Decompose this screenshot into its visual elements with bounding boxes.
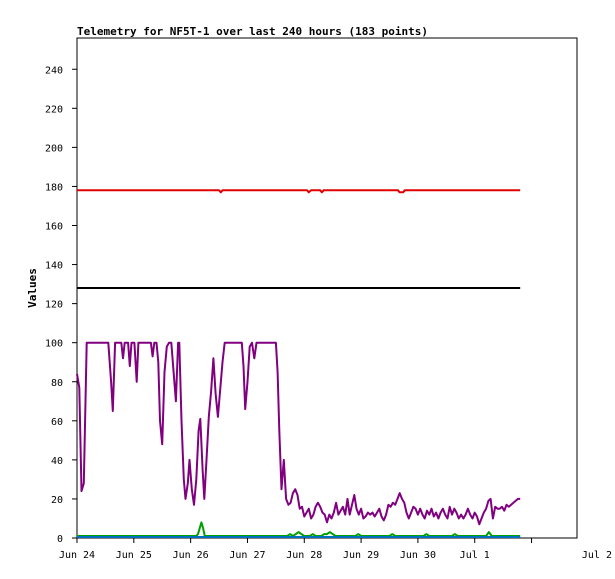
x-tick-label: Jul 2 bbox=[582, 550, 612, 561]
y-axis-ticks: 0 20 40 60 80 100 120 140 160 180 200 220 240 bbox=[45, 65, 77, 545]
y-tick-label: 80 bbox=[51, 378, 63, 389]
y-tick-label: 0 bbox=[57, 534, 63, 545]
y-tick-label: 60 bbox=[51, 417, 63, 428]
y-tick-label: 220 bbox=[45, 104, 63, 115]
y-tick-label: 120 bbox=[45, 300, 63, 311]
x-tick-label: Jun 29 bbox=[343, 550, 379, 561]
x-tick-label: Jun 24 bbox=[59, 550, 95, 561]
chart-title: Telemetry for NF5T-1 over last 240 hours… bbox=[77, 25, 428, 38]
y-tick-label: 20 bbox=[51, 495, 63, 506]
x-tick-label: Jun 25 bbox=[116, 550, 152, 561]
y-axis-label: Values bbox=[26, 268, 39, 308]
series-layer bbox=[76, 189, 521, 538]
x-tick-label: Jun 26 bbox=[173, 550, 209, 561]
x-axis-ticks: Jun 24 Jun 25 Jun 26 Jun 27 Jun 28 Jun 29 Jun … bbox=[59, 538, 612, 561]
y-tick-label: 100 bbox=[45, 339, 63, 350]
series-line-1 bbox=[77, 189, 521, 194]
x-tick-label: Jun 27 bbox=[229, 550, 265, 561]
y-tick-label: 40 bbox=[51, 456, 63, 467]
y-tick-label: 160 bbox=[45, 222, 63, 233]
y-tick-label: 200 bbox=[45, 143, 63, 154]
series-line-3 bbox=[76, 341, 521, 526]
y-tick-label: 180 bbox=[45, 182, 63, 193]
y-tick-label: 240 bbox=[45, 65, 63, 76]
x-tick-label: Jun 30 bbox=[400, 550, 436, 561]
x-tick-label: Jul 1 bbox=[460, 550, 490, 561]
y-tick-label: 140 bbox=[45, 261, 63, 272]
x-tick-label: Jun 28 bbox=[286, 550, 322, 561]
